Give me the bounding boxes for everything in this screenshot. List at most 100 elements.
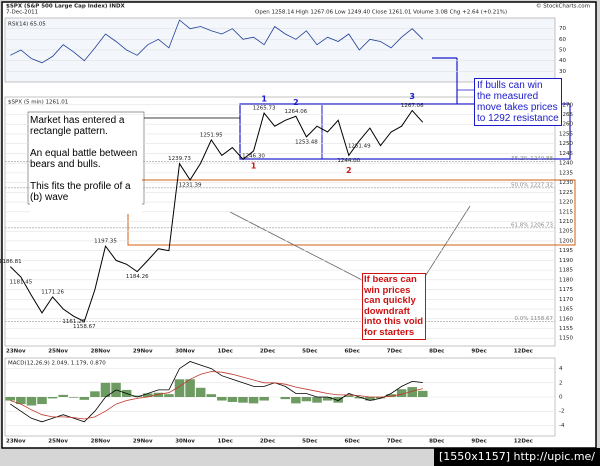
value-label: 1184.26 [126,274,149,280]
x-tick-label: 23Nov [6,349,26,355]
value-label: 1181.45 [9,280,32,286]
wave-label: 2 [346,166,352,175]
value-label: 1197.35 [94,239,117,245]
value-label: 1161.26 [62,319,85,325]
histogram-bar [365,397,375,401]
x-tick-label: 7Dec [387,439,402,445]
y-tick-label: 1150 [559,336,573,342]
x-tick-label: 25Nov [48,349,68,355]
histogram-bar [217,397,227,401]
line [10,371,423,420]
histogram-bar [58,394,68,397]
value-label: 1231.39 [179,182,202,188]
legend: $SPX (5 min) 1261.01 [8,100,68,106]
histogram-bar [227,397,238,402]
histogram-bar [47,397,58,399]
histogram-bar [37,397,47,405]
value-label: 1253.48 [295,139,318,145]
level-label: 0.0% 1158.67 [515,316,554,322]
wave-label: 1 [251,161,257,170]
x-tick-label: 9Dec [471,439,486,445]
histogram-bar [343,395,354,397]
annotation: If bears can win prices can quickly down… [362,273,426,340]
x-tick-label: 12Dec [514,349,533,355]
histogram-bar [333,397,343,403]
x-tick-label: 8Dec [429,349,444,355]
value-label: 1186.81 [0,259,22,265]
histogram-bar [206,394,217,397]
y-tick-label: 1195 [559,248,573,254]
histogram-bar [396,389,407,397]
histogram-bar [68,397,79,398]
histogram-bar [79,397,90,400]
x-tick-label: 5Dec [302,439,317,445]
x-tick-label: 8Dec [429,439,444,445]
y-tick-label: 1270 [559,102,573,108]
histogram-bar [16,397,26,405]
y-tick-label: 1245 [559,151,573,157]
histogram-bar [312,397,322,403]
value-label: 1158.67 [73,324,96,330]
y-tick-label: 70 [559,26,566,32]
line [10,19,424,64]
connector [229,211,363,281]
x-tick-label: 2Dec [260,439,275,445]
value-label: 1246.30 [242,153,265,159]
value-label: 1239.73 [168,156,191,162]
y-tick-label: 1215 [559,209,573,215]
histogram-bar [100,382,111,397]
annotation-text: Market has entered a rectangle pattern. [30,115,125,137]
histogram-bar [238,397,248,403]
histogram-bar [280,397,291,400]
wave-label: 1 [261,95,267,104]
rectangle-pattern [239,103,571,160]
y-tick-label: 1255 [559,131,573,137]
histogram-bar [26,397,37,406]
wave-label: 3 [409,92,415,101]
value-label: 1265.73 [253,106,276,112]
y-tick-label: 1175 [559,287,573,293]
histogram-bar [386,394,396,397]
histogram-bar [153,392,164,397]
level-label: 38.2% 1240.88 [511,156,553,162]
histogram-bar [164,394,174,397]
level-label: 50.0% 1227.32 [511,182,553,188]
y-tick-label: 1265 [559,112,573,118]
histogram-bar [375,397,386,399]
level-label: 61.8% 1206.73 [511,222,553,228]
y-tick-label: 40 [559,58,566,64]
value-label: 1251.95 [200,132,223,138]
y-tick-label: 1155 [559,326,573,332]
annotation-text: An equal battle between bears and bulls. [30,148,138,170]
x-tick-label: 9Dec [471,349,486,355]
x-tick-label: 6Dec [344,439,359,445]
x-tick-label: 28Nov [91,349,111,355]
histogram-bar [195,387,206,397]
histogram-bar [185,379,195,397]
x-tick-label: 30Nov [175,349,195,355]
y-tick-label: 2 [559,380,563,386]
x-tick-label: 1Dec [218,439,233,445]
histogram-bar [132,395,142,397]
histogram-bar [259,397,269,401]
x-tick-label: 1Dec [218,349,233,355]
legend: RSI(14) 65.05 [8,22,46,28]
histogram-bar [291,397,301,404]
y-tick-label: 1235 [559,170,573,176]
value-label: 1171.26 [41,289,64,295]
y-tick-label: 1160 [559,316,573,322]
y-tick-label: 4 [559,366,563,372]
y-tick-label: 1250 [559,141,573,147]
header-quote: Open 1258.14 High 1267.06 Low 1249.40 Cl… [255,10,507,16]
x-tick-label: 7Dec [387,349,402,355]
watermark: [1550x1157] http://upic.me/ [434,448,600,466]
y-tick-label: 50 [559,48,566,54]
x-tick-label: 25Nov [48,439,68,445]
line [9,109,424,323]
y-tick-label: 1210 [559,219,573,225]
header-source: © StockCharts.com [536,3,590,10]
y-tick-label: 1225 [559,190,573,196]
value-label: 1244.00 [337,158,360,164]
